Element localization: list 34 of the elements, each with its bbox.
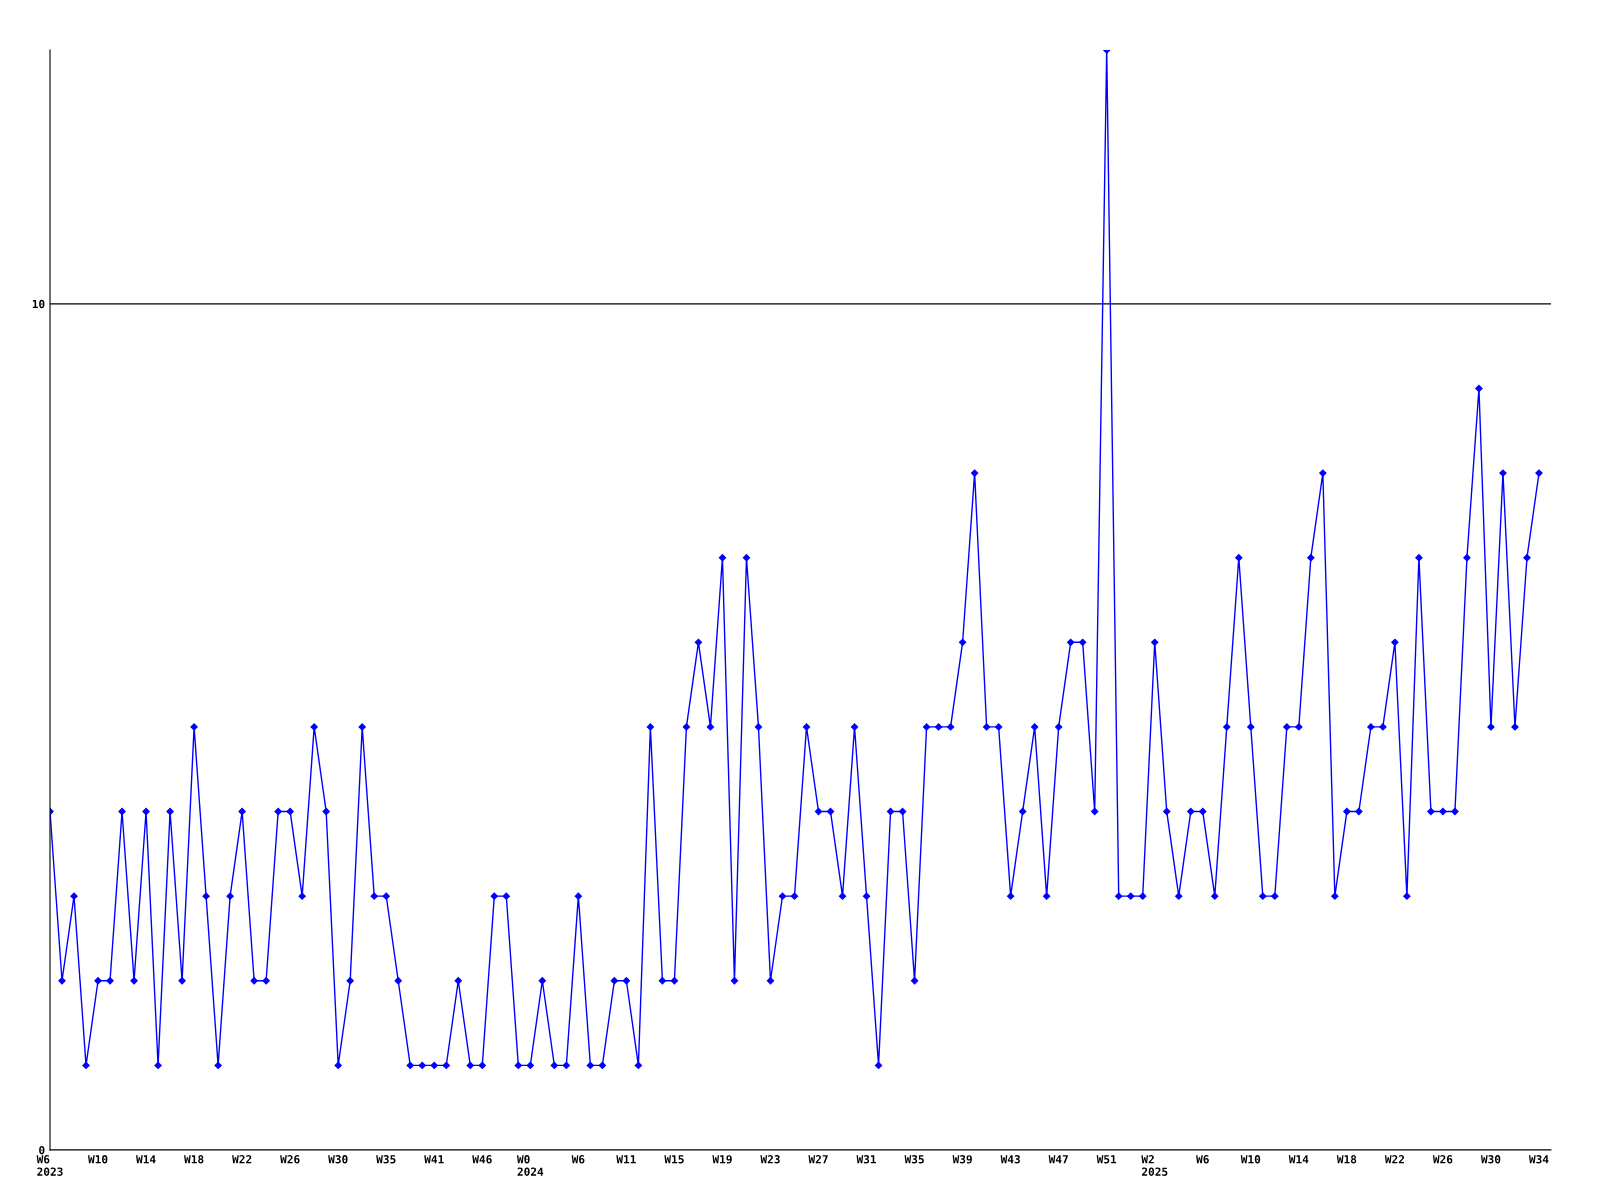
x-tick-label: W51 [1096, 1155, 1117, 1164]
x-tick-label: W6 2023 [36, 1155, 63, 1176]
x-tick-label: W2 2025 [1141, 1155, 1168, 1176]
x-tick-label: W43 [1000, 1155, 1020, 1164]
x-tick-label: W31 [856, 1155, 877, 1164]
x-tick-label: W6 [571, 1155, 585, 1164]
x-tick-label: W10 [1240, 1155, 1261, 1164]
x-tick-label: W18 [184, 1155, 204, 1164]
x-tick-label: W41 [424, 1155, 444, 1164]
x-tick-label: W10 [88, 1155, 108, 1164]
x-tick-label: W26 [280, 1155, 300, 1164]
x-tick-label: W14 [136, 1155, 156, 1164]
x-tick-label: W14 [1288, 1155, 1309, 1164]
y-tick-label: 10 [32, 299, 45, 309]
x-tick-label: W22 [232, 1155, 252, 1164]
x-tick-label: W18 [1336, 1155, 1357, 1164]
x-tick-label: W46 [472, 1155, 492, 1164]
y-tick-label: 0 [39, 1145, 45, 1155]
x-tick-label: W30 [1480, 1155, 1501, 1164]
x-tick-label: W15 [664, 1155, 684, 1164]
x-tick-label: W30 [328, 1155, 348, 1164]
x-tick-label: W23 [760, 1155, 780, 1164]
x-tick-label: W11 [616, 1155, 636, 1164]
x-tick-label: W22 [1384, 1155, 1405, 1164]
x-tick-label: W26 [1432, 1155, 1453, 1164]
x-tick-label: W47 [1048, 1155, 1068, 1164]
x-tick-label: W35 [904, 1155, 924, 1164]
x-tick-label: W35 [376, 1155, 396, 1164]
x-tick-label: W0 2024 [516, 1155, 544, 1176]
x-tick-label: W19 [712, 1155, 732, 1164]
x-tick-label: W39 [952, 1155, 972, 1164]
x-tick-label: W6 [1196, 1155, 1209, 1164]
x-tick-label: W27 [808, 1155, 828, 1164]
x-tick-label: W34 [1528, 1155, 1549, 1164]
